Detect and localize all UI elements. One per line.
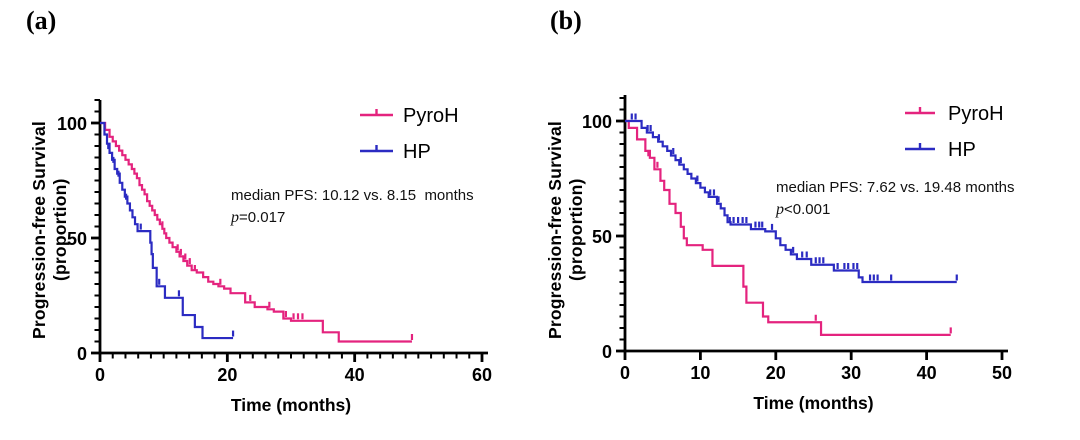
x-tick-label: 0	[620, 363, 630, 383]
legend-label-hp: HP	[948, 139, 976, 161]
panel-b-p-value-text: p<0.001	[776, 201, 831, 218]
panel-a-y-axis-title: Progression-free Survival (proportion)	[29, 121, 70, 339]
curve-hp	[100, 121, 234, 340]
panel-b-y-axis-title: Progression-free Survival (proportion)	[545, 121, 586, 339]
panel-b-label: (b)	[550, 6, 582, 35]
censor-ticks-hp	[107, 143, 235, 337]
x-tick-label: 40	[917, 363, 937, 383]
x-tick-label: 40	[345, 365, 365, 385]
censor-ticks-pyroh	[647, 150, 952, 334]
panel-a-median-pfs-text: median PFS: 10.12 vs. 8.15 months	[231, 187, 474, 204]
survival-step-line-hp	[100, 121, 234, 340]
x-tick-label: 30	[841, 363, 861, 383]
panel-b-x-axis-title: Time (months)	[753, 393, 874, 413]
survival-step-line-pyroh	[100, 121, 412, 343]
survival-step-line-hp	[625, 119, 957, 284]
x-tick-label: 60	[472, 365, 492, 385]
curve-pyroh	[100, 121, 412, 343]
y-tick-label: 50	[592, 227, 612, 247]
panel-a-p-value-text: p=0.017	[231, 209, 286, 226]
panel-b-median-pfs-text: median PFS: 7.62 vs. 19.48 months	[776, 179, 1015, 196]
panel-b-plot: 0 10 20 30 40 50 0 50 100 PyroH HP	[582, 95, 1012, 383]
panel-b: 0 10 20 30 40 50 0 50 100 PyroH HP (b) Progression…	[540, 0, 1080, 440]
curve-hp	[625, 119, 957, 284]
legend-label-pyroh: PyroH	[948, 103, 1004, 125]
panel-a-axes	[91, 99, 488, 362]
y-tick-label: 100	[57, 114, 87, 134]
x-tick-label: 20	[766, 363, 786, 383]
legend-label-pyroh: PyroH	[403, 105, 459, 127]
x-tick-label: 10	[690, 363, 710, 383]
panel-b-annotation: median PFS: 7.62 vs. 19.48 months p<0.00…	[776, 177, 1014, 221]
y-tick-label: 100	[582, 112, 612, 132]
panel-a-label: (a)	[26, 6, 57, 35]
panel-a-x-axis-title: Time (months)	[230, 395, 352, 415]
panel-a-legend: PyroH HP	[360, 105, 459, 163]
legend-label-hp: HP	[403, 141, 431, 163]
x-tick-label: 0	[95, 365, 105, 385]
panel-a-annotation: median PFS: 10.12 vs. 8.15 months p=0.01…	[231, 185, 474, 229]
censor-ticks-hp	[630, 113, 958, 281]
panel-a-plot: 0 20 40 60 0 50 100 PyroH HP	[57, 99, 492, 385]
y-tick-label: 50	[67, 229, 87, 249]
panel-b-axes	[616, 95, 1008, 360]
y-tick-label: 0	[77, 344, 87, 364]
x-tick-label: 20	[217, 365, 237, 385]
y-tick-label: 0	[602, 342, 612, 362]
censor-ticks-pyroh	[161, 221, 414, 340]
panel-a: 0 20 40 60 0 50 100 PyroH HP (a) Progression-fre…	[26, 6, 492, 416]
x-tick-label: 50	[992, 363, 1012, 383]
panel-b-legend: PyroH HP	[905, 103, 1004, 161]
